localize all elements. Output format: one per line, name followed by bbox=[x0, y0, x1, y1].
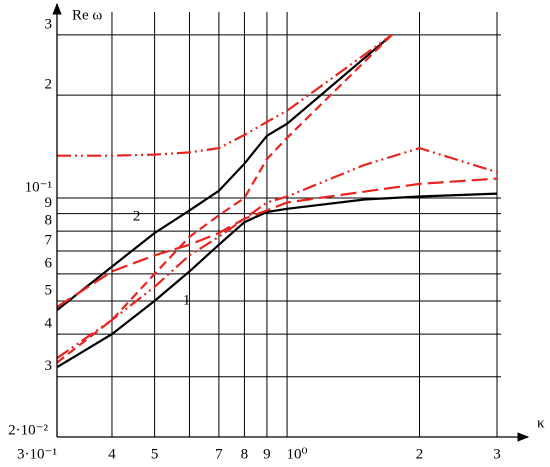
y-tick-label: 5 bbox=[45, 282, 53, 298]
y-tick-label: 9 bbox=[45, 195, 53, 211]
grid bbox=[56, 12, 501, 437]
x-tick-label: 10⁰ bbox=[287, 446, 308, 462]
y-tick-label: 2 bbox=[45, 77, 53, 93]
lines bbox=[56, 34, 498, 369]
x-tick-label: 4 bbox=[108, 446, 116, 462]
y-tick-label: 10⁻¹ bbox=[25, 179, 52, 195]
y-tick-label: 3 bbox=[45, 16, 53, 32]
x-tick-label: 7 bbox=[215, 446, 223, 462]
curve-label: 2 bbox=[133, 208, 141, 224]
y-tick-label: 8 bbox=[45, 213, 53, 229]
x-tick-label: 5 bbox=[151, 446, 159, 462]
y-axis-label: Re ω bbox=[72, 7, 102, 23]
y-tick-label: 6 bbox=[45, 255, 53, 271]
series-line bbox=[56, 34, 393, 364]
y-tick-label: 7 bbox=[45, 232, 53, 248]
x-tick-label: 9 bbox=[263, 446, 271, 462]
series-line bbox=[57, 34, 393, 157]
x-tick-label: 3 bbox=[493, 446, 501, 462]
x-tick-label: 8 bbox=[241, 446, 249, 462]
series-line bbox=[56, 177, 498, 308]
x-tick-label: 3·10⁻¹ bbox=[17, 446, 57, 462]
y-tick-label: 2·10⁻² bbox=[8, 422, 48, 438]
series-line bbox=[56, 34, 393, 311]
series-line bbox=[56, 192, 498, 369]
x-axis-label: κ bbox=[537, 415, 545, 431]
y-tick-label: 3 bbox=[45, 358, 53, 374]
series-line bbox=[56, 146, 498, 360]
y-tick-label: 4 bbox=[45, 316, 53, 332]
curve-label: 1 bbox=[183, 292, 191, 308]
x-tick-label: 2 bbox=[416, 446, 424, 462]
